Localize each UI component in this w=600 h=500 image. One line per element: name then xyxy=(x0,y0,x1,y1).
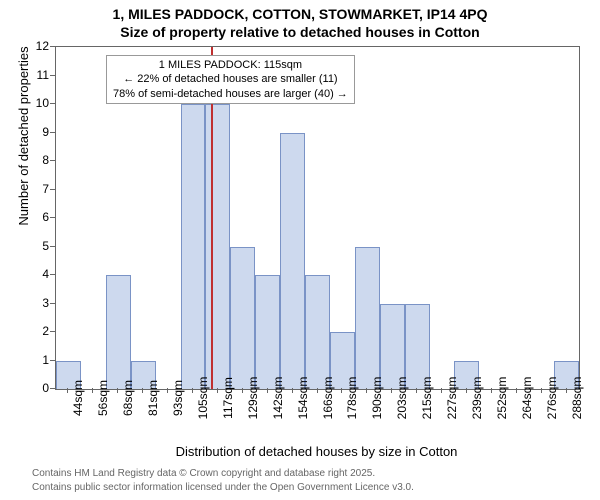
y-tick-mark xyxy=(50,331,55,332)
x-tick-mark xyxy=(117,388,118,393)
y-tick-label: 0 xyxy=(27,381,49,395)
x-tick-mark xyxy=(341,388,342,393)
y-tick-label: 5 xyxy=(27,239,49,253)
x-tick-label: 142sqm xyxy=(271,377,285,420)
x-tick-label: 203sqm xyxy=(395,377,409,420)
histogram-chart: 1, MILES PADDOCK, COTTON, STOWMARKET, IP… xyxy=(0,0,600,500)
y-tick-label: 1 xyxy=(27,353,49,367)
x-tick-mark xyxy=(167,388,168,393)
y-tick-label: 11 xyxy=(27,68,49,82)
y-tick-mark xyxy=(50,75,55,76)
x-tick-mark xyxy=(416,388,417,393)
x-tick-mark xyxy=(366,388,367,393)
x-tick-label: 252sqm xyxy=(495,377,509,420)
histogram-bar xyxy=(106,275,131,389)
y-tick-mark xyxy=(50,189,55,190)
x-tick-mark xyxy=(516,388,517,393)
x-tick-mark xyxy=(92,388,93,393)
y-tick-mark xyxy=(50,388,55,389)
annotation-line3: 78% of semi-detached houses are larger (… xyxy=(113,87,348,101)
y-tick-mark xyxy=(50,103,55,104)
x-tick-label: 81sqm xyxy=(146,380,160,416)
x-tick-mark xyxy=(491,388,492,393)
x-tick-label: 93sqm xyxy=(171,380,185,416)
x-axis-title: Distribution of detached houses by size … xyxy=(55,444,578,459)
chart-title-line1: 1, MILES PADDOCK, COTTON, STOWMARKET, IP… xyxy=(0,6,600,22)
x-tick-mark xyxy=(391,388,392,393)
y-tick-label: 2 xyxy=(27,324,49,338)
y-tick-mark xyxy=(50,303,55,304)
y-tick-label: 3 xyxy=(27,296,49,310)
x-tick-mark xyxy=(67,388,68,393)
y-tick-label: 6 xyxy=(27,210,49,224)
y-tick-label: 10 xyxy=(27,96,49,110)
x-tick-mark xyxy=(217,388,218,393)
chart-title-line2: Size of property relative to detached ho… xyxy=(0,24,600,40)
histogram-bar xyxy=(230,247,255,390)
annotation-line1: 1 MILES PADDOCK: 115sqm xyxy=(113,58,348,72)
x-tick-label: 215sqm xyxy=(420,377,434,420)
plot-area: 1 MILES PADDOCK: 115sqm← 22% of detached… xyxy=(55,46,580,390)
annotation-line2: ← 22% of detached houses are smaller (11… xyxy=(113,72,348,86)
histogram-bar xyxy=(305,275,330,389)
x-tick-mark xyxy=(192,388,193,393)
annotation-box: 1 MILES PADDOCK: 115sqm← 22% of detached… xyxy=(106,55,355,104)
y-tick-label: 4 xyxy=(27,267,49,281)
x-tick-label: 227sqm xyxy=(445,377,459,420)
x-tick-label: 105sqm xyxy=(196,377,210,420)
x-tick-label: 276sqm xyxy=(545,377,559,420)
y-tick-label: 8 xyxy=(27,153,49,167)
x-tick-mark xyxy=(541,388,542,393)
y-tick-mark xyxy=(50,160,55,161)
x-tick-label: 56sqm xyxy=(96,380,110,416)
y-tick-mark xyxy=(50,360,55,361)
x-tick-mark xyxy=(292,388,293,393)
histogram-bar xyxy=(280,133,305,390)
y-tick-label: 12 xyxy=(27,39,49,53)
x-tick-label: 178sqm xyxy=(345,377,359,420)
x-tick-label: 264sqm xyxy=(520,377,534,420)
histogram-bar xyxy=(355,247,380,390)
x-tick-mark xyxy=(441,388,442,393)
x-tick-label: 239sqm xyxy=(470,377,484,420)
x-tick-label: 129sqm xyxy=(246,377,260,420)
y-tick-label: 9 xyxy=(27,125,49,139)
y-tick-mark xyxy=(50,274,55,275)
footer-copyright-line2: Contains public sector information licen… xyxy=(32,482,414,493)
x-tick-label: 166sqm xyxy=(321,377,335,420)
y-tick-mark xyxy=(50,132,55,133)
x-tick-label: 44sqm xyxy=(71,380,85,416)
x-tick-label: 68sqm xyxy=(121,380,135,416)
histogram-bar xyxy=(181,104,206,389)
y-tick-mark xyxy=(50,46,55,47)
y-tick-mark xyxy=(50,217,55,218)
x-tick-label: 154sqm xyxy=(296,377,310,420)
x-tick-mark xyxy=(566,388,567,393)
y-tick-mark xyxy=(50,246,55,247)
histogram-bar xyxy=(205,104,230,389)
x-tick-mark xyxy=(317,388,318,393)
x-tick-mark xyxy=(242,388,243,393)
y-tick-label: 7 xyxy=(27,182,49,196)
x-tick-label: 117sqm xyxy=(221,377,235,419)
x-tick-mark xyxy=(142,388,143,393)
x-tick-mark xyxy=(466,388,467,393)
x-tick-mark xyxy=(267,388,268,393)
x-tick-label: 190sqm xyxy=(370,377,384,420)
footer-copyright-line1: Contains HM Land Registry data © Crown c… xyxy=(32,468,375,479)
histogram-bar xyxy=(255,275,280,389)
x-tick-label: 288sqm xyxy=(570,377,584,420)
